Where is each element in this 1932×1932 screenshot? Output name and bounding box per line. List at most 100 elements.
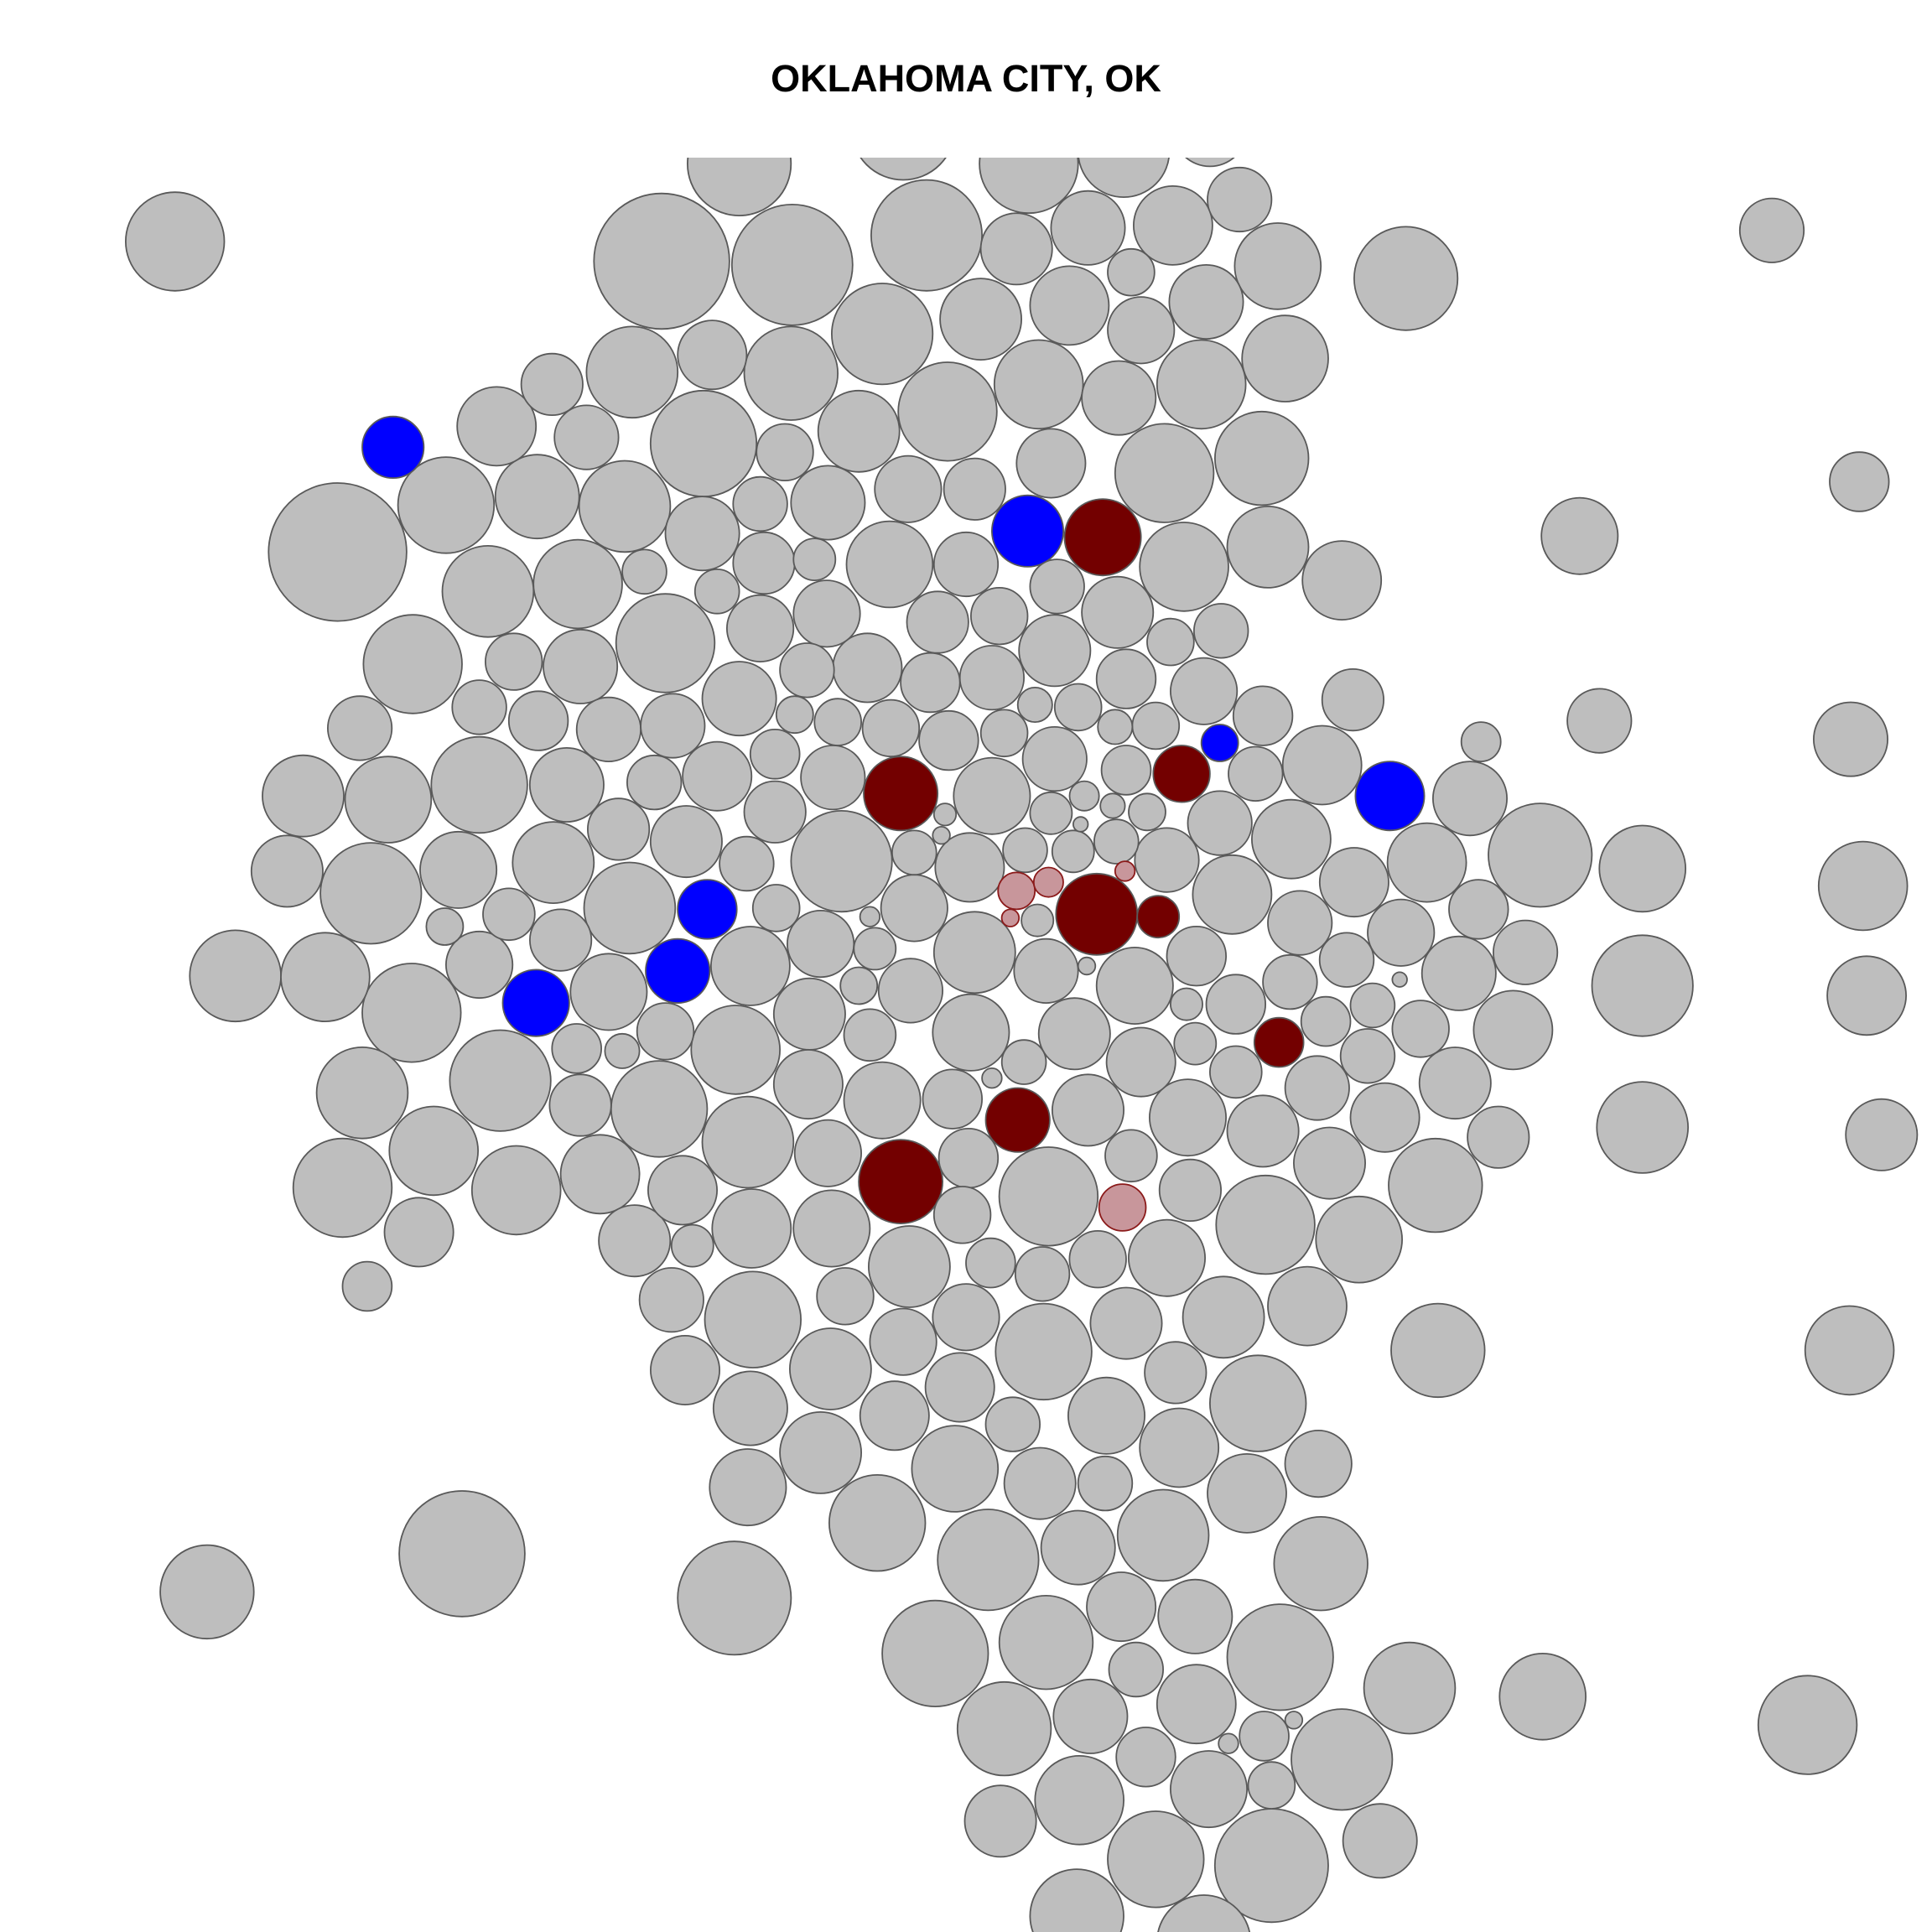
tract-bubble bbox=[1467, 1105, 1530, 1169]
map-title: OKLAHOMA CITY, OK bbox=[771, 57, 1161, 100]
tract-bubble bbox=[621, 548, 667, 595]
tract-bubble bbox=[1089, 1286, 1163, 1360]
tract-bubble bbox=[425, 907, 465, 946]
tract-bubble bbox=[341, 1260, 393, 1312]
tract-bubble bbox=[1156, 339, 1247, 430]
tract-bubble bbox=[813, 698, 862, 746]
tract-bubble bbox=[832, 632, 903, 704]
tract-bubble bbox=[1232, 685, 1294, 746]
tract-bubble bbox=[1247, 1761, 1296, 1810]
tract-bubble bbox=[1192, 603, 1249, 659]
tract-bubble bbox=[843, 1008, 897, 1062]
tract-bubble bbox=[1139, 522, 1229, 612]
tract-bubble bbox=[710, 926, 791, 1006]
tract-bubble bbox=[1146, 617, 1195, 667]
tract-bubble bbox=[682, 740, 753, 812]
tract-bubble bbox=[638, 1267, 704, 1333]
tract-bubble bbox=[792, 579, 861, 648]
tract-bubble bbox=[441, 544, 535, 638]
tract-bubble bbox=[1301, 540, 1383, 621]
tract-bubble bbox=[1115, 1727, 1176, 1788]
tract-bubble bbox=[1391, 971, 1408, 988]
tract-bubble bbox=[650, 1335, 721, 1406]
tract-bubble bbox=[786, 910, 855, 979]
tract-bubble bbox=[1156, 1664, 1237, 1745]
tract-bubble bbox=[649, 389, 758, 498]
tract-bubble bbox=[932, 911, 1016, 995]
tract-bubble bbox=[719, 835, 775, 892]
tract-bubble bbox=[520, 352, 584, 416]
tract-bubble bbox=[998, 1594, 1094, 1690]
tract-bubble bbox=[444, 930, 514, 1000]
tract-bubble bbox=[1267, 890, 1333, 956]
tract-bubble bbox=[585, 325, 679, 419]
tract-bubble bbox=[528, 908, 593, 972]
tract-bubble bbox=[551, 1023, 602, 1074]
tract-bubble bbox=[900, 652, 961, 714]
tract-bubble bbox=[861, 699, 921, 758]
tract-bubble-blue bbox=[501, 969, 570, 1037]
tract-bubble bbox=[1144, 1341, 1208, 1405]
tract-bubble bbox=[1205, 974, 1266, 1035]
tract-bubble bbox=[1596, 1081, 1689, 1174]
tract-bubble bbox=[1315, 1195, 1403, 1284]
tract-bubble bbox=[1116, 1488, 1210, 1582]
tract-bubble-blue bbox=[991, 494, 1065, 568]
tract-bubble bbox=[793, 1119, 863, 1187]
tract-bubble bbox=[932, 1283, 1000, 1352]
tract-bubble bbox=[1207, 166, 1273, 233]
tract-bubble bbox=[775, 695, 814, 735]
tract-bubble bbox=[981, 1067, 1003, 1089]
tract-bubble bbox=[687, 158, 792, 216]
tract-bubble bbox=[569, 953, 648, 1031]
tract-bubble bbox=[267, 482, 408, 622]
tract-bubble bbox=[1757, 1675, 1858, 1775]
tract-bubble bbox=[1349, 1082, 1420, 1153]
tract-bubble bbox=[1139, 1407, 1220, 1488]
tract-bubble bbox=[792, 538, 837, 581]
tract-bubble bbox=[361, 963, 462, 1063]
tract-bubble bbox=[1105, 1026, 1176, 1098]
tract-bubble bbox=[704, 1270, 802, 1368]
tract-bubble bbox=[388, 1105, 480, 1197]
tract-bubble bbox=[1804, 1305, 1895, 1396]
tract-bubble bbox=[709, 1448, 787, 1527]
tract-bubble bbox=[670, 1223, 714, 1268]
tract-bubble bbox=[958, 645, 1026, 711]
tract-bubble bbox=[1291, 1708, 1394, 1811]
tract-bubble bbox=[636, 1002, 695, 1061]
tract-bubble bbox=[1170, 657, 1239, 725]
tract-bubble-light-red bbox=[1000, 908, 1021, 927]
tract-bubble-blue bbox=[1200, 724, 1239, 762]
tract-bubble bbox=[470, 1145, 562, 1236]
tract-bubble bbox=[1192, 854, 1273, 935]
tract-bubble bbox=[1207, 1453, 1287, 1534]
tract-bubble bbox=[979, 709, 1029, 758]
tract-bubble bbox=[984, 1396, 1041, 1452]
tract-bubble bbox=[1170, 1750, 1249, 1829]
tract-bubble bbox=[1233, 222, 1322, 310]
tract-bubble bbox=[1052, 1073, 1125, 1147]
tract-bubble bbox=[1095, 648, 1157, 709]
tract-bubble bbox=[578, 460, 672, 553]
tract-bubble bbox=[1077, 1455, 1134, 1512]
tract-bubble bbox=[1284, 1055, 1350, 1121]
tract-bubble bbox=[1187, 790, 1253, 856]
tract-bubble bbox=[1267, 1265, 1348, 1347]
tract-bubble bbox=[897, 361, 998, 462]
tract-bubble bbox=[1128, 792, 1166, 832]
tract-bubble bbox=[845, 520, 934, 609]
tract-bubble bbox=[583, 861, 677, 955]
tract-bubble bbox=[292, 1137, 393, 1239]
tract-bubble bbox=[1052, 1678, 1129, 1754]
tract-bubble bbox=[1014, 1246, 1071, 1302]
tract-bubble bbox=[939, 278, 1022, 361]
tract-bubble bbox=[449, 1029, 552, 1132]
tract-bubble bbox=[859, 1380, 930, 1452]
tract-bubble bbox=[280, 932, 371, 1022]
tract-bubble bbox=[860, 158, 947, 181]
tract-bubble bbox=[1173, 1021, 1218, 1066]
tract-bubble-dark-red bbox=[1055, 872, 1139, 956]
tract-bubble bbox=[559, 1134, 641, 1215]
tract-bubble bbox=[1018, 614, 1092, 688]
